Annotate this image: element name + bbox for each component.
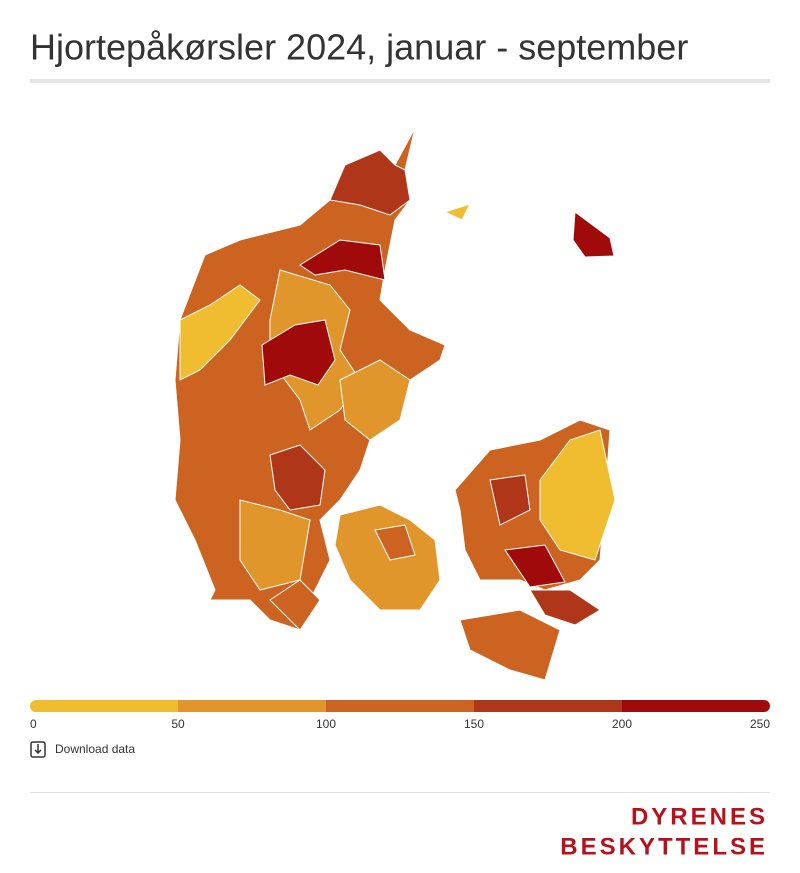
legend-label: 200: [612, 717, 632, 731]
legend-label: 100: [316, 717, 336, 731]
download-text[interactable]: Download data: [55, 742, 135, 756]
brand: DYRENES: [631, 803, 768, 830]
legend: [30, 700, 770, 712]
region: [269, 444, 326, 511]
download-icon: [30, 741, 46, 758]
legend-label: 250: [750, 717, 770, 731]
legend-bin: [30, 700, 178, 712]
region: [374, 524, 416, 561]
title: Hjortepåkørsler 2024, januar - september: [30, 27, 688, 68]
legend-bin: [474, 700, 622, 712]
legend-labels: 0 50 100 150 200 250: [29, 712, 771, 731]
map: [174, 127, 616, 681]
legend-bin: [622, 700, 770, 712]
region: [179, 284, 261, 381]
legend-bin: [178, 700, 326, 712]
region: [329, 149, 411, 216]
download-link[interactable]: Download data: [30, 741, 135, 758]
bornholm: [572, 211, 615, 258]
region: [539, 429, 616, 561]
funen: [334, 504, 441, 611]
download-arrow: [34, 744, 42, 755]
legend-label: 150: [464, 717, 484, 731]
region: [269, 579, 321, 631]
region: [529, 589, 601, 626]
region: [489, 474, 531, 526]
region: [504, 544, 566, 588]
brand: BESKYTTELSE: [560, 833, 768, 860]
legend-label: 0: [30, 717, 37, 731]
laeso: [443, 203, 471, 221]
lolland-falster: [459, 609, 561, 681]
legend-bin: [326, 700, 474, 712]
title-rule: [30, 79, 770, 83]
region: [339, 359, 411, 441]
footer-rule: [30, 792, 770, 793]
legend-label: 50: [171, 717, 185, 731]
region: [261, 319, 336, 386]
region: [299, 239, 386, 281]
